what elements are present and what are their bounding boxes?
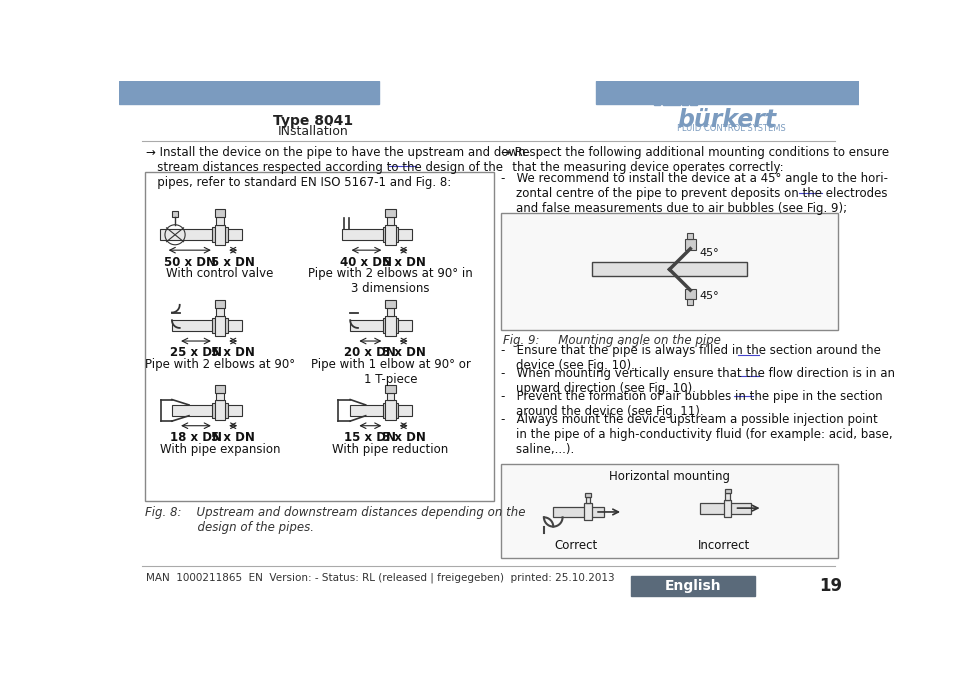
Text: 25 x DN: 25 x DN xyxy=(170,347,222,359)
Text: -   Prevent the formation of air bubbles in the pipe in the section
    around t: - Prevent the formation of air bubbles i… xyxy=(500,390,882,419)
Text: Pipe with 1 elbow at 90° or
1 T-piece: Pipe with 1 elbow at 90° or 1 T-piece xyxy=(311,358,470,386)
Text: With pipe expansion: With pipe expansion xyxy=(159,443,280,456)
Bar xyxy=(382,318,386,333)
Text: 45°: 45° xyxy=(699,291,719,302)
Bar xyxy=(686,234,693,240)
Bar xyxy=(119,81,378,104)
Bar xyxy=(684,289,695,299)
Bar xyxy=(385,385,395,392)
Text: Fig. 8:    Upstream and downstream distances depending on the
              desi: Fig. 8: Upstream and downstream distance… xyxy=(145,506,525,534)
Text: Fig. 9:     Mounting angle on the pipe: Fig. 9: Mounting angle on the pipe xyxy=(502,334,720,347)
Text: Horizontal mounting: Horizontal mounting xyxy=(609,470,730,483)
Bar xyxy=(500,464,838,558)
Text: 50 x DN: 50 x DN xyxy=(164,256,215,269)
Bar xyxy=(684,240,695,250)
Text: -   When mounting vertically ensure that the flow direction is in an
    upward : - When mounting vertically ensure that t… xyxy=(500,367,894,395)
Bar xyxy=(661,101,679,104)
Text: Correct: Correct xyxy=(555,539,598,552)
Bar xyxy=(342,229,412,240)
Text: 5 x DN: 5 x DN xyxy=(211,431,254,444)
Text: -   We recommend to install the device at a 45° angle to the hori-
    zontal ce: - We recommend to install the device at … xyxy=(500,172,887,215)
Text: With control valve: With control valve xyxy=(166,267,274,280)
Bar xyxy=(172,211,178,217)
Bar xyxy=(630,576,754,596)
Text: 5 x DN: 5 x DN xyxy=(381,256,425,269)
Bar xyxy=(386,392,394,400)
Text: 15 x DN: 15 x DN xyxy=(344,431,395,444)
Bar xyxy=(385,300,395,308)
Text: → Install the device on the pipe to have the upstream and down-
   stream distan: → Install the device on the pipe to have… xyxy=(146,146,530,189)
Bar xyxy=(386,217,394,225)
Text: -   Always mount the device upstream a possible injection point
    in the pipe : - Always mount the device upstream a pos… xyxy=(500,413,892,456)
Bar xyxy=(394,318,397,333)
Text: 5 x DN: 5 x DN xyxy=(211,256,254,269)
Bar xyxy=(385,225,395,245)
Bar xyxy=(553,507,603,518)
Bar xyxy=(224,402,228,418)
Bar xyxy=(382,402,386,418)
Text: FLUID CONTROL SYSTEMS: FLUID CONTROL SYSTEMS xyxy=(677,124,785,133)
Bar xyxy=(145,172,493,501)
Bar xyxy=(214,225,225,245)
Text: 5 x DN: 5 x DN xyxy=(381,431,425,444)
Bar xyxy=(723,489,730,493)
Bar xyxy=(350,405,412,416)
Bar xyxy=(596,81,858,104)
Text: English: English xyxy=(663,579,720,593)
Text: With pipe reduction: With pipe reduction xyxy=(332,443,448,456)
Bar xyxy=(214,316,225,336)
Bar xyxy=(690,101,696,104)
Text: Incorrect: Incorrect xyxy=(697,539,749,552)
Text: 45°: 45° xyxy=(699,248,719,258)
Bar xyxy=(216,217,224,225)
Bar xyxy=(654,101,659,104)
Text: 5 x DN: 5 x DN xyxy=(211,347,254,359)
Text: 40 x DN: 40 x DN xyxy=(340,256,392,269)
Bar xyxy=(500,213,838,330)
Text: MAN  1000211865  EN  Version: - Status: RL (released | freigegeben)  printed: 25: MAN 1000211865 EN Version: - Status: RL … xyxy=(146,572,615,583)
Bar xyxy=(224,318,228,333)
Bar xyxy=(385,316,395,336)
Bar xyxy=(584,493,591,497)
Bar xyxy=(386,308,394,316)
Bar xyxy=(216,308,224,316)
Bar xyxy=(394,402,397,418)
Bar xyxy=(172,320,241,331)
Bar xyxy=(681,101,687,104)
Text: Pipe with 2 elbows at 90°: Pipe with 2 elbows at 90° xyxy=(145,358,294,371)
Bar xyxy=(723,499,731,517)
Text: 18 x DN: 18 x DN xyxy=(170,431,222,444)
Bar xyxy=(385,400,395,421)
Text: Pipe with 2 elbows at 90° in
3 dimensions: Pipe with 2 elbows at 90° in 3 dimension… xyxy=(308,267,473,295)
Bar xyxy=(212,402,216,418)
Bar xyxy=(172,405,241,416)
Bar xyxy=(212,318,216,333)
Bar xyxy=(585,497,590,503)
Bar xyxy=(382,227,386,242)
Bar xyxy=(224,227,228,242)
Bar xyxy=(216,392,224,400)
Text: INstallation: INstallation xyxy=(277,125,348,139)
Text: 19: 19 xyxy=(819,577,841,595)
Bar xyxy=(159,229,241,240)
Text: -   Ensure that the pipe is always filled in the section around the
    device (: - Ensure that the pipe is always filled … xyxy=(500,344,881,372)
Bar xyxy=(724,493,729,499)
Bar xyxy=(583,503,592,520)
Text: 5 x DN: 5 x DN xyxy=(381,347,425,359)
Bar xyxy=(700,503,750,513)
Bar xyxy=(385,209,395,217)
Text: → Respect the following additional mounting conditions to ensure
   that the mea: → Respect the following additional mount… xyxy=(500,146,888,174)
Bar xyxy=(214,209,225,217)
Text: bürkert: bürkert xyxy=(677,108,776,132)
Text: Type 8041: Type 8041 xyxy=(273,114,353,128)
Bar xyxy=(214,400,225,421)
Bar xyxy=(212,227,216,242)
Bar xyxy=(394,227,397,242)
Bar xyxy=(214,385,225,392)
Bar xyxy=(686,299,693,306)
Bar xyxy=(350,320,412,331)
Bar xyxy=(592,262,746,277)
Text: 20 x DN: 20 x DN xyxy=(344,347,395,359)
Bar xyxy=(214,300,225,308)
